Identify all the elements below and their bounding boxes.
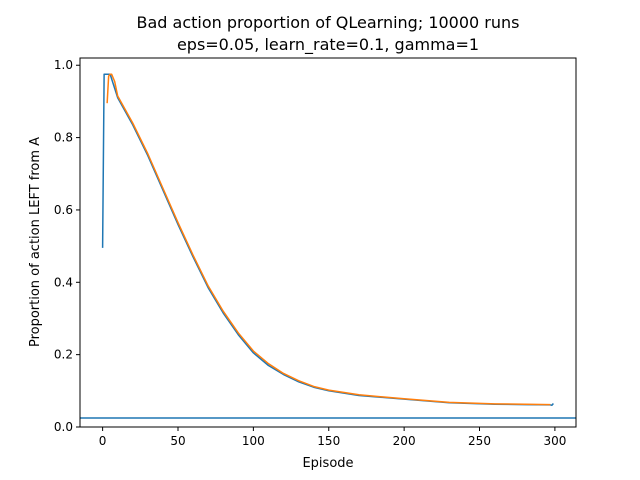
x-tick-label: 250 (468, 434, 491, 448)
x-tick-label: 300 (543, 434, 566, 448)
y-axis-label: Proportion of action LEFT from A (28, 137, 43, 347)
plot-area (80, 73, 576, 419)
x-axis-label: Episode (302, 456, 353, 471)
y-tick-label: 0.6 (54, 203, 73, 217)
chart-subtitle: eps=0.05, learn_rate=0.1, gamma=1 (177, 35, 479, 55)
tick-layer: 0 50 100 150 200 250 300 0.0 0.2 0.4 0.6 0.8 1.0 (54, 58, 566, 448)
axes-frame (79, 57, 577, 428)
chart-title: Bad action proportion of QLearning; 1000… (136, 13, 519, 32)
y-tick-label: 0.2 (54, 348, 73, 362)
y-tick-label: 0.0 (54, 420, 73, 434)
y-tick-label: 0.8 (54, 131, 73, 145)
series-line-1 (106, 73, 551, 406)
series-line-0 (101, 73, 554, 407)
x-tick-label: 50 (170, 434, 185, 448)
y-tick-label: 0.4 (54, 275, 73, 289)
x-tick-label: 200 (393, 434, 416, 448)
x-tick-label: 150 (317, 434, 340, 448)
y-tick-label: 1.0 (54, 58, 73, 72)
x-tick-label: 0 (99, 434, 107, 448)
x-tick-label: 100 (242, 434, 265, 448)
